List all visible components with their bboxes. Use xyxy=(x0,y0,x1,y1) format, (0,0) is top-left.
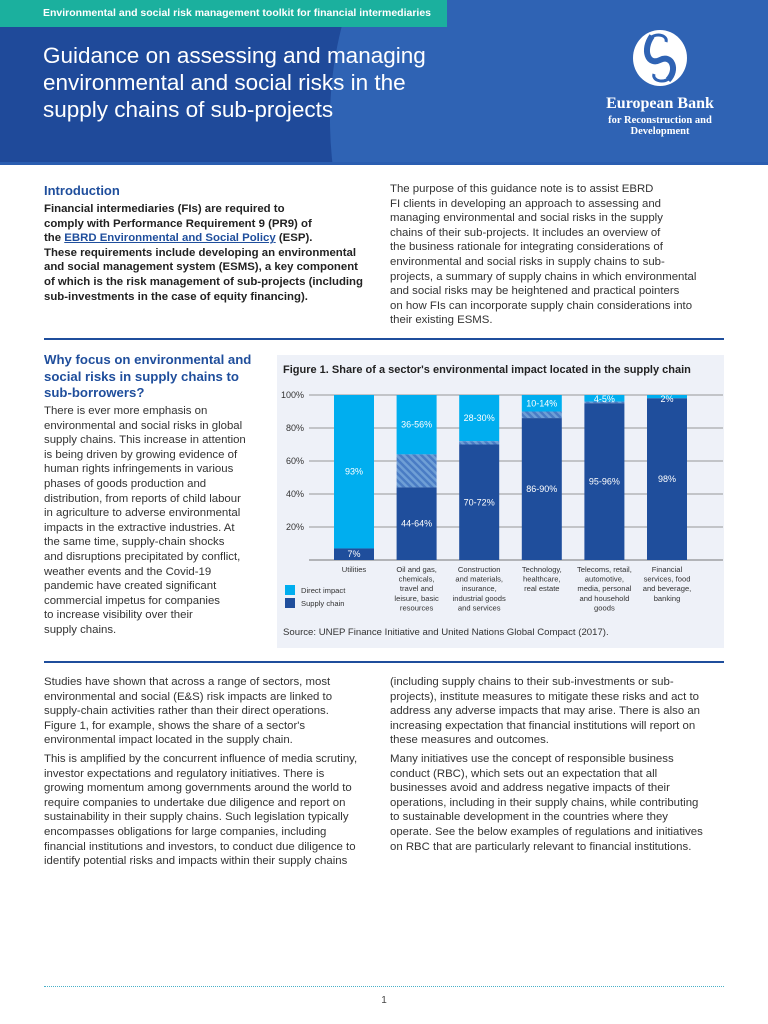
category-line: services, food xyxy=(644,575,691,584)
section-divider xyxy=(44,661,724,663)
page-number: 1 xyxy=(381,995,387,1006)
intro-left-text: Financial intermediaries (FIs) are requi… xyxy=(44,202,384,304)
legend-swatch xyxy=(285,598,295,608)
y-tick-label: 40% xyxy=(286,489,304,499)
body-right-para-1: (including supply chains to their sub-in… xyxy=(390,676,701,747)
x-category-label: Oil and gas, chemicals, travel and leisure,… xyxy=(394,565,439,612)
bar-range-hatched xyxy=(521,411,562,419)
category-line: Construction xyxy=(458,565,501,574)
category-line: goods xyxy=(594,603,615,612)
body-right-para-2: Many initiatives use the concept of resp… xyxy=(390,753,703,853)
header-divider xyxy=(0,162,768,165)
intro-right-text: The purpose of this guidance note is to … xyxy=(390,183,697,327)
x-category-label: Construction and materials, insurance, indu… xyxy=(453,565,506,612)
intro-text-1: Financial intermediaries (FIs) are requi… xyxy=(44,203,312,245)
category-line: Telecoms, retail, xyxy=(577,565,632,574)
category-line: Technology, xyxy=(522,565,562,574)
esp-link[interactable]: EBRD Environmental and Social Policy xyxy=(64,232,276,245)
data-label-supply: 86-90% xyxy=(526,484,557,494)
legend-swatch xyxy=(285,585,295,595)
category-line: and household xyxy=(579,594,629,603)
category-line: and materials, xyxy=(455,575,503,584)
page-title: Guidance on assessing and managing envir… xyxy=(43,43,426,122)
data-label-supply: 44-64% xyxy=(401,519,432,529)
category-line: Oil and gas, xyxy=(396,565,437,574)
intro-heading: Introduction xyxy=(44,183,120,198)
ebrd-logo-icon xyxy=(633,30,687,86)
x-category-label: Technology, healthcare, real estate xyxy=(522,565,562,593)
category-line: industrial goods xyxy=(453,594,506,603)
category-line: insurance, xyxy=(462,584,497,593)
bar-direct-impact xyxy=(396,395,437,455)
bar-supply-chain xyxy=(584,403,625,560)
category-line: automotive, xyxy=(585,575,624,584)
bar-supply-chain xyxy=(334,548,374,560)
why-body: There is ever more emphasis on environme… xyxy=(44,405,246,636)
chart-title: Figure 1. Share of a sector's environmen… xyxy=(283,364,691,376)
bar-direct-impact xyxy=(459,395,500,442)
bar-direct-impact xyxy=(647,395,687,399)
decorative-arc xyxy=(330,0,768,165)
bar-direct-impact xyxy=(334,395,374,549)
data-label-supply: 70-72% xyxy=(464,497,495,507)
category-line: healthcare, xyxy=(523,575,561,584)
y-tick-label: 60% xyxy=(286,456,304,466)
bar-direct-impact xyxy=(521,395,562,412)
category-line: Utilities xyxy=(342,565,367,574)
figure-1: Figure 1. Share of a sector's environmen… xyxy=(277,355,724,648)
category-line: media, personal xyxy=(577,584,631,593)
logo-subtitle: for Reconstruction and Development xyxy=(608,115,712,137)
data-label-direct: 2% xyxy=(660,394,673,404)
category-line: real estate xyxy=(524,584,559,593)
footer-divider xyxy=(44,986,724,987)
data-label-direct: 4-5% xyxy=(594,394,615,404)
data-label-direct: 28-30% xyxy=(464,413,495,423)
category-line: Financial xyxy=(652,565,683,574)
body-left-para-1: Studies have shown that across a range o… xyxy=(44,676,333,747)
category-line: and beverage, xyxy=(643,584,692,593)
legend-label: Supply chain xyxy=(301,599,344,608)
ebrd-logo: European Bank for Reconstruction and Dev… xyxy=(585,28,735,137)
intro-text-2: (ESP). These requirements include develo… xyxy=(44,232,363,303)
x-category-label: Utilities xyxy=(342,565,367,574)
bar-chart: Figure 1. Share of a sector's environmen… xyxy=(281,364,723,638)
data-label-direct: 36-56% xyxy=(401,420,432,430)
x-category-label: Telecoms, retail, automotive, media, perso… xyxy=(577,565,632,612)
category-line: banking xyxy=(654,594,681,603)
bar-supply-chain xyxy=(396,487,437,560)
bar-supply-chain xyxy=(459,444,500,560)
bar-range-hatched xyxy=(459,441,500,445)
toolkit-label: Environmental and social risk management… xyxy=(0,0,447,27)
section-divider xyxy=(44,338,724,340)
why-heading: Why focus on environmental and social ri… xyxy=(44,352,252,400)
logo-name: European Bank xyxy=(606,95,714,112)
page-header xyxy=(0,0,768,165)
bar-range-hatched xyxy=(584,401,625,404)
data-label-supply: 95-96% xyxy=(589,477,620,487)
x-category-label: Financial services, food and beverage, bank… xyxy=(643,565,692,603)
data-label-direct: 93% xyxy=(345,467,363,477)
bar-supply-chain xyxy=(521,418,562,560)
y-tick-label: 80% xyxy=(286,423,304,433)
bar-range-hatched xyxy=(396,454,437,488)
y-tick-label: 20% xyxy=(286,522,304,532)
body-left-para-2: This is amplified by the concurrent infl… xyxy=(44,753,358,868)
bar-direct-impact xyxy=(584,395,625,402)
category-line: chemicals, xyxy=(399,575,435,584)
category-line: travel and xyxy=(400,584,433,593)
data-label-supply: 98% xyxy=(658,474,676,484)
legend-label: Direct impact xyxy=(301,586,346,595)
bar-supply-chain xyxy=(647,398,687,560)
chart-source: Source: UNEP Finance Initiative and Unit… xyxy=(283,627,609,638)
category-line: resources xyxy=(400,603,434,612)
category-line: and services xyxy=(458,603,501,612)
y-tick-label: 100% xyxy=(281,390,304,400)
data-label-direct: 10-14% xyxy=(526,398,557,408)
data-label-supply: 7% xyxy=(347,549,360,559)
category-line: leisure, basic xyxy=(394,594,439,603)
